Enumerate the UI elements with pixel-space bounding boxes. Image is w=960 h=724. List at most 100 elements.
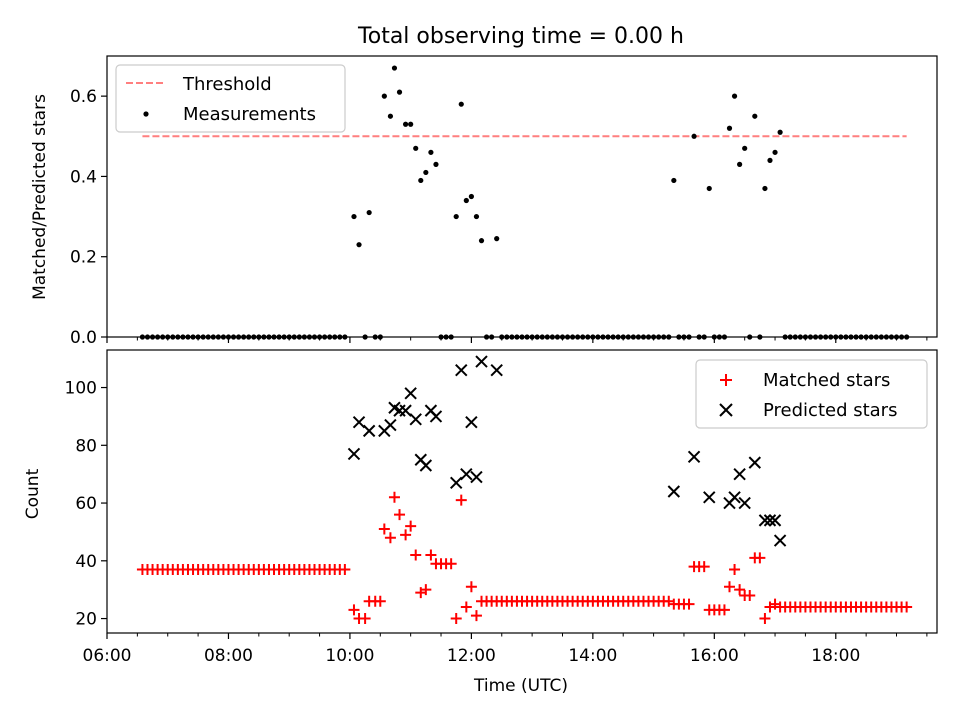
measurement-point bbox=[726, 125, 733, 131]
measurement-point bbox=[408, 121, 414, 127]
predicted-star-point bbox=[728, 491, 741, 504]
predicted-star-point bbox=[667, 485, 681, 498]
measurement-point bbox=[752, 113, 758, 119]
measurement-point bbox=[458, 101, 464, 107]
matched-star-point bbox=[460, 601, 472, 613]
predicted-star-point bbox=[429, 410, 443, 423]
predicted-star-point bbox=[384, 418, 397, 432]
predicted-star-point bbox=[703, 491, 716, 504]
bottom-plot-area bbox=[136, 355, 913, 625]
top-legend-box bbox=[115, 64, 346, 133]
matched-star-point bbox=[405, 520, 417, 532]
measurement-point bbox=[366, 209, 372, 216]
y-tick-label: 20 bbox=[75, 610, 97, 630]
x-tick-label: 10:00 bbox=[325, 646, 374, 666]
matched-star-point bbox=[420, 584, 432, 596]
measurement-point bbox=[691, 133, 697, 139]
y-tick-label: 0.4 bbox=[70, 167, 97, 187]
top-axes-frame bbox=[106, 55, 938, 338]
predicted-star-point bbox=[455, 364, 468, 377]
measurement-point bbox=[762, 185, 768, 192]
measurement-point bbox=[413, 145, 419, 151]
matched-star-point bbox=[410, 549, 422, 561]
predicted-star-point bbox=[733, 467, 746, 481]
matched-star-point bbox=[394, 509, 406, 521]
matched-star-point bbox=[698, 561, 710, 573]
matched-star-point bbox=[465, 581, 477, 593]
bottom-axes-frame bbox=[106, 349, 938, 634]
top-panel: 0.0 0.2 0.4 0.6 Matched/Predicted stars Thr… bbox=[30, 55, 938, 348]
predicted-star-point bbox=[465, 415, 478, 429]
measurement-point bbox=[737, 161, 743, 167]
measurement-point bbox=[731, 93, 738, 99]
matched-star-point bbox=[359, 613, 371, 625]
measurement-point bbox=[772, 149, 778, 155]
bottom-x-ticks: 06:00 08:00 10:00 12:00 14:00 16:00 18:00 bbox=[83, 633, 928, 666]
matched-star-point bbox=[388, 491, 400, 503]
bottom-y-ticks: 20 40 60 80 100 bbox=[65, 379, 107, 630]
matched-star-point bbox=[348, 604, 360, 616]
legend-predicted-swatch bbox=[719, 403, 733, 417]
measurement-point bbox=[777, 129, 783, 135]
y-tick-label: 0.2 bbox=[70, 248, 97, 268]
measurement-point bbox=[468, 193, 474, 200]
y-tick-label: 0.0 bbox=[70, 328, 97, 348]
measurement-point bbox=[494, 236, 500, 242]
measurement-point bbox=[387, 113, 394, 119]
measurement-point bbox=[433, 161, 439, 167]
matched-star-point bbox=[378, 523, 390, 535]
predicted-star-point bbox=[687, 450, 701, 464]
measurement-point bbox=[356, 242, 362, 248]
y-tick-label: 80 bbox=[75, 436, 97, 456]
matched-star-point bbox=[445, 558, 457, 570]
measurement-point bbox=[706, 185, 712, 192]
y-tick-label: 0.6 bbox=[70, 87, 97, 107]
predicted-star-point bbox=[773, 534, 787, 547]
legend-matched-swatch bbox=[720, 374, 732, 386]
x-tick-label: 08:00 bbox=[204, 646, 253, 666]
y-tick-label: 40 bbox=[75, 552, 97, 572]
predicted-star-point bbox=[409, 413, 422, 426]
top-x-ticks bbox=[106, 337, 928, 343]
matched-star-point bbox=[400, 529, 412, 541]
predicted-star-point bbox=[748, 456, 762, 469]
measurement-point bbox=[767, 157, 773, 163]
predicted-star-point bbox=[470, 470, 483, 484]
bottom-panel: 06:00 08:00 10:00 12:00 14:00 16:00 18:00 20 40… bbox=[23, 349, 938, 696]
predicted-star-point bbox=[362, 424, 376, 438]
matched-star-point bbox=[374, 595, 386, 607]
bottom-y-axis-label: Count bbox=[23, 468, 43, 519]
measurement-point bbox=[351, 213, 357, 220]
x-axis-label: Time (UTC) bbox=[473, 676, 568, 696]
legend-measurements-swatch bbox=[143, 111, 149, 117]
predicted-star-point bbox=[449, 476, 463, 490]
matched-star-point bbox=[470, 610, 482, 622]
predicted-star-point bbox=[768, 514, 782, 527]
bottom-legend-box bbox=[695, 359, 928, 429]
measurement-point bbox=[463, 197, 469, 204]
predicted-star-point bbox=[460, 467, 473, 481]
measurement-point bbox=[428, 149, 434, 155]
legend-measurements-label: Measurements bbox=[183, 104, 316, 125]
measurement-point bbox=[391, 65, 398, 71]
predicted-star-point bbox=[404, 387, 417, 400]
matched-star-point bbox=[718, 604, 730, 616]
matched-star-point bbox=[759, 613, 771, 625]
top-plot-area bbox=[139, 65, 910, 340]
matched-star-point bbox=[744, 589, 756, 601]
x-tick-label: 18:00 bbox=[811, 646, 860, 666]
top-legend: Threshold Measurements bbox=[115, 64, 346, 133]
x-tick-label: 16:00 bbox=[690, 646, 739, 666]
matched-star-point bbox=[754, 552, 766, 564]
x-tick-label: 14:00 bbox=[568, 646, 617, 666]
measurement-point bbox=[402, 121, 409, 127]
legend-matched-label: Matched stars bbox=[763, 370, 890, 391]
matched-star-point bbox=[455, 494, 467, 506]
matched-star-point bbox=[683, 598, 695, 610]
measurement-point bbox=[453, 213, 459, 220]
measurement-point bbox=[381, 93, 387, 99]
measurement-point bbox=[671, 177, 677, 184]
legend-threshold-label: Threshold bbox=[182, 74, 272, 95]
matched-star-point bbox=[450, 613, 462, 625]
